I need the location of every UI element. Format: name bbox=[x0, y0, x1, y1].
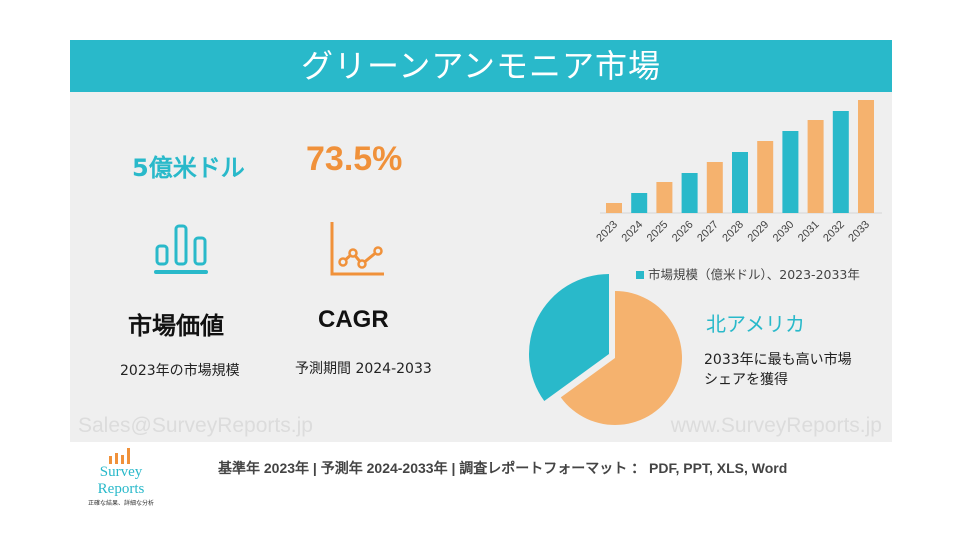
bar-2028 bbox=[732, 152, 748, 213]
region-desc-line1: 2033年に最も高い市場 bbox=[704, 352, 852, 368]
tick-label: 2028 bbox=[720, 219, 746, 245]
legend-label: 市場規模（億米ドル）、2023-2033年 bbox=[648, 267, 860, 282]
logo-tagline: 正確な結果、詳細な分析 bbox=[87, 500, 154, 507]
bar-chart: 2023 2024 2025 2026 2027 2028 2029 2030 2031 2032… bbox=[594, 100, 882, 245]
pie-slice-1 bbox=[560, 291, 682, 425]
cagr-label: CAGR bbox=[318, 306, 389, 333]
bar-2024 bbox=[631, 193, 648, 213]
bar-legend: 市場規模（億米ドル）、2023-2033年 bbox=[636, 264, 860, 283]
bar-2033 bbox=[858, 100, 874, 213]
infographic-panel: グリーンアンモニア市場 5億米ドル 73.5% 市場価値 CAGR 2023年の… bbox=[70, 40, 892, 442]
tick-label: 2031 bbox=[796, 219, 822, 245]
cagr-sub: 予測期間 2024-2033 bbox=[295, 361, 432, 377]
logo-bars-icon bbox=[109, 448, 130, 464]
region-desc: 2033年に最も高い市場 シェアを獲得 bbox=[704, 350, 852, 390]
cagr-value: 73.5% bbox=[306, 140, 403, 178]
logo: Survey Reports 正確な結果、詳細な分析 bbox=[76, 446, 166, 507]
bar-2031 bbox=[807, 120, 824, 213]
market-value: 5億米ドル bbox=[132, 154, 245, 182]
market-value-sub: 2023年の市場規模 bbox=[120, 363, 240, 379]
bar-2032 bbox=[832, 111, 849, 213]
footer-info: 基準年 2023年 | 予測年 2024-2033年 | 調査レポートフォーマッ… bbox=[218, 460, 788, 476]
logo-text: Survey Reports bbox=[97, 464, 145, 497]
bar-2025 bbox=[656, 182, 673, 213]
tick-label: 2023 bbox=[594, 219, 620, 245]
bar-2030 bbox=[782, 131, 799, 213]
tick-label: 2026 bbox=[670, 219, 696, 245]
tick-label: 2030 bbox=[771, 219, 797, 245]
bar-chart-icon bbox=[154, 224, 208, 274]
pie-slice-0 bbox=[529, 274, 609, 402]
tick-label: 2024 bbox=[620, 219, 646, 245]
tick-label: 2029 bbox=[746, 219, 772, 245]
page-title: グリーンアンモニア市場 bbox=[70, 40, 892, 92]
tick-label: 2032 bbox=[821, 219, 847, 245]
tick-label: 2027 bbox=[695, 219, 721, 245]
region-desc-line2: シェアを獲得 bbox=[704, 372, 788, 388]
bar-2023 bbox=[606, 203, 622, 213]
market-value-label: 市場価値 bbox=[128, 312, 224, 340]
bar-2029 bbox=[757, 141, 774, 213]
watermark-url: www.SurveyReports.jp bbox=[670, 414, 882, 437]
tick-label: 2033 bbox=[846, 219, 872, 245]
region-name: 北アメリカ bbox=[706, 312, 805, 336]
bar-2027 bbox=[706, 162, 723, 213]
legend-swatch bbox=[636, 271, 644, 279]
watermark-email: Sales@SurveyReports.jp bbox=[78, 414, 313, 437]
pie-chart bbox=[529, 274, 682, 425]
line-chart-icon bbox=[330, 222, 384, 276]
bar-2026 bbox=[681, 173, 698, 213]
tick-label: 2025 bbox=[645, 219, 671, 245]
